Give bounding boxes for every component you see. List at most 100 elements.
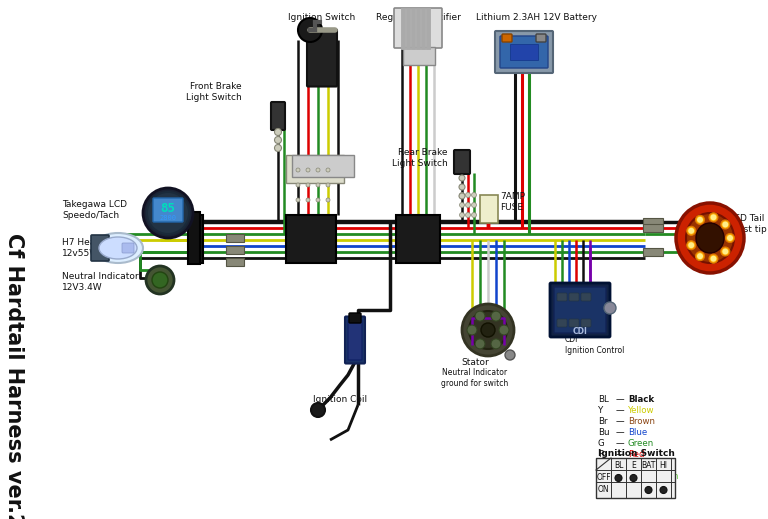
FancyBboxPatch shape	[394, 8, 442, 48]
Text: 7AMP
FUSE: 7AMP FUSE	[500, 192, 525, 212]
Circle shape	[306, 168, 310, 172]
Text: Cf Hardtail Harness ver.2: Cf Hardtail Harness ver.2	[4, 233, 24, 519]
Circle shape	[726, 234, 734, 242]
Circle shape	[687, 226, 696, 235]
Text: Light Green: Light Green	[628, 472, 678, 481]
FancyBboxPatch shape	[557, 319, 567, 327]
Bar	[596, 458, 675, 498]
Text: W: W	[598, 461, 607, 470]
Circle shape	[604, 302, 616, 314]
Text: Takegawa LCD
Speedo/Tach: Takegawa LCD Speedo/Tach	[62, 200, 127, 220]
Ellipse shape	[462, 304, 514, 356]
Circle shape	[499, 325, 509, 335]
Bar	[292, 155, 354, 177]
Ellipse shape	[93, 233, 143, 263]
Text: Regulator Rectifier: Regulator Rectifier	[376, 13, 461, 22]
Text: 85: 85	[161, 201, 176, 214]
Text: CDI
Ignition Control: CDI Ignition Control	[565, 335, 624, 355]
Text: 2800: 2800	[160, 215, 177, 221]
Text: Ignition Coil: Ignition Coil	[313, 395, 367, 404]
FancyBboxPatch shape	[554, 287, 606, 333]
Text: Custom LED Tail
light-Exhaust tip: Custom LED Tail light-Exhaust tip	[692, 214, 766, 234]
Text: —: —	[616, 395, 624, 404]
FancyBboxPatch shape	[91, 235, 109, 261]
Circle shape	[697, 217, 703, 223]
Text: White: White	[628, 461, 653, 470]
FancyBboxPatch shape	[271, 102, 285, 130]
Bar	[403, 47, 435, 65]
Text: Front Brake
Light Switch: Front Brake Light Switch	[187, 82, 242, 102]
Text: —: —	[616, 472, 624, 481]
Circle shape	[296, 198, 300, 202]
Ellipse shape	[469, 311, 507, 349]
Circle shape	[710, 256, 717, 262]
Bar	[286, 155, 344, 183]
FancyBboxPatch shape	[502, 34, 512, 42]
Circle shape	[459, 193, 465, 198]
Circle shape	[146, 266, 174, 294]
Bar	[643, 224, 663, 232]
Text: OFF: OFF	[596, 473, 611, 483]
Bar	[226, 258, 244, 266]
Circle shape	[723, 222, 728, 227]
Ellipse shape	[481, 323, 495, 337]
Ellipse shape	[147, 192, 189, 234]
Text: BL: BL	[614, 461, 623, 471]
FancyBboxPatch shape	[349, 313, 361, 323]
Circle shape	[465, 212, 471, 217]
Text: Brown: Brown	[628, 417, 655, 426]
Text: HI: HI	[660, 461, 667, 471]
Text: Rear Brake
Light Switch: Rear Brake Light Switch	[392, 148, 448, 168]
Circle shape	[472, 202, 476, 208]
Text: BAT: BAT	[641, 461, 656, 471]
Text: —: —	[616, 461, 624, 470]
Circle shape	[311, 403, 325, 417]
FancyBboxPatch shape	[550, 283, 610, 337]
FancyBboxPatch shape	[581, 293, 591, 301]
Text: Blue: Blue	[628, 428, 647, 437]
Text: Ignition Switch: Ignition Switch	[598, 449, 675, 458]
Circle shape	[660, 486, 667, 494]
FancyBboxPatch shape	[581, 319, 591, 327]
FancyBboxPatch shape	[348, 320, 362, 360]
Circle shape	[709, 213, 718, 222]
Circle shape	[296, 183, 300, 187]
Circle shape	[467, 325, 477, 335]
Circle shape	[505, 350, 515, 360]
Text: Black: Black	[628, 395, 654, 404]
Circle shape	[296, 168, 300, 172]
Text: E: E	[631, 461, 636, 471]
Text: —: —	[616, 417, 624, 426]
Circle shape	[615, 474, 622, 482]
Text: Ignition Switch: Ignition Switch	[288, 13, 356, 22]
Text: Green: Green	[628, 439, 654, 448]
Circle shape	[491, 311, 501, 321]
Circle shape	[316, 168, 320, 172]
Text: Lg: Lg	[598, 472, 608, 481]
Text: Yellow: Yellow	[628, 406, 654, 415]
Circle shape	[645, 486, 652, 494]
Circle shape	[687, 241, 696, 250]
Text: Neutral Indicator
ground for switch: Neutral Indicator ground for switch	[442, 368, 508, 388]
FancyBboxPatch shape	[345, 317, 365, 363]
Circle shape	[465, 193, 471, 198]
Bar	[226, 234, 244, 242]
Bar	[188, 212, 200, 264]
Ellipse shape	[686, 213, 734, 263]
Circle shape	[697, 253, 703, 259]
Circle shape	[326, 168, 330, 172]
Circle shape	[696, 252, 704, 261]
Ellipse shape	[676, 203, 744, 273]
Circle shape	[459, 193, 465, 199]
Circle shape	[326, 183, 330, 187]
Ellipse shape	[696, 223, 724, 253]
Bar	[189, 215, 203, 263]
Text: CDI: CDI	[573, 327, 588, 336]
Circle shape	[491, 339, 501, 349]
FancyBboxPatch shape	[122, 243, 134, 253]
Text: Stator: Stator	[461, 358, 489, 367]
Text: Bu: Bu	[598, 428, 610, 437]
Circle shape	[459, 175, 465, 181]
Circle shape	[459, 202, 465, 208]
Text: BL: BL	[598, 395, 609, 404]
